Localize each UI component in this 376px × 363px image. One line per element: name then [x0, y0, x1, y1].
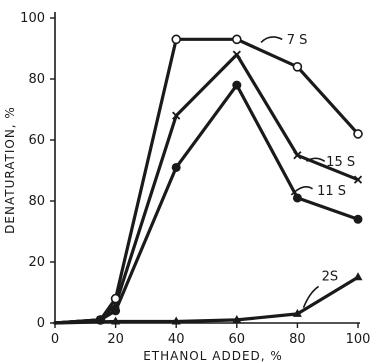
- x-marker-stroke: [293, 151, 302, 160]
- series-label-11s: 11 S: [317, 184, 346, 199]
- series-label-2s: 2S: [322, 269, 339, 284]
- x-tick-label: 60: [229, 332, 246, 347]
- leader-line-11s: [290, 185, 313, 196]
- data-point-7s: [171, 34, 181, 45]
- x-marker-stroke: [353, 175, 363, 184]
- series-label-7s: 7 S: [287, 33, 308, 48]
- x-axis-title: ETHANOL ADDED, %: [143, 349, 283, 363]
- data-point-7s: [232, 34, 242, 45]
- data-point-2s: [111, 316, 121, 325]
- y-tick-label: 80: [28, 194, 45, 209]
- leader-line-15s: [306, 157, 326, 163]
- series-line-2s: [53, 275, 360, 325]
- data-point-15s: [232, 50, 241, 59]
- y-tick-label: 60: [28, 133, 45, 148]
- data-point-11s: [111, 306, 121, 316]
- data-point-7s: [110, 293, 121, 304]
- data-point-15s: [172, 111, 181, 120]
- x-tick-label: 0: [51, 332, 59, 347]
- data-point-2s: [232, 314, 242, 323]
- x-tick-label: 40: [168, 332, 185, 347]
- y-tick-label: 20: [28, 255, 45, 270]
- data-point-2s: [171, 316, 181, 325]
- x-tick-label: 20: [107, 332, 124, 347]
- y-tick-label: 100: [20, 11, 45, 26]
- data-point-11s: [171, 162, 181, 172]
- data-point-11s: [292, 193, 302, 203]
- y-tick-label: 0: [37, 316, 45, 331]
- x-marker-stroke: [232, 50, 241, 59]
- x-marker-stroke: [172, 111, 181, 120]
- y-tick-label: 80: [28, 72, 45, 87]
- series-lines: [53, 37, 360, 325]
- y-axis-title: DENATURATION, %: [3, 106, 17, 234]
- series-line-7s: [53, 37, 360, 325]
- data-point-2s: [292, 308, 302, 317]
- leader-line-2s: [302, 285, 320, 309]
- x-tick-label: 80: [289, 332, 306, 347]
- series-markers: [95, 34, 363, 325]
- x-tick-label: 100: [346, 332, 371, 347]
- axes: 00 20 20 80 40 60 60 80 80 100 100: [20, 11, 370, 347]
- data-point-11s: [95, 315, 105, 325]
- series-line-11s: [53, 83, 360, 325]
- leader-line-7s: [260, 36, 283, 43]
- data-point-11s: [353, 214, 363, 224]
- data-point-2s: [353, 272, 363, 281]
- data-point-15s: [293, 151, 302, 160]
- data-point-7s: [292, 62, 303, 72]
- data-point-15s: [353, 175, 363, 184]
- series-annotations: 7 S 15 S 11 S 2S: [260, 33, 355, 309]
- data-point-11s: [232, 80, 242, 90]
- series-label-15s: 15 S: [326, 155, 355, 170]
- data-point-7s: [353, 129, 363, 139]
